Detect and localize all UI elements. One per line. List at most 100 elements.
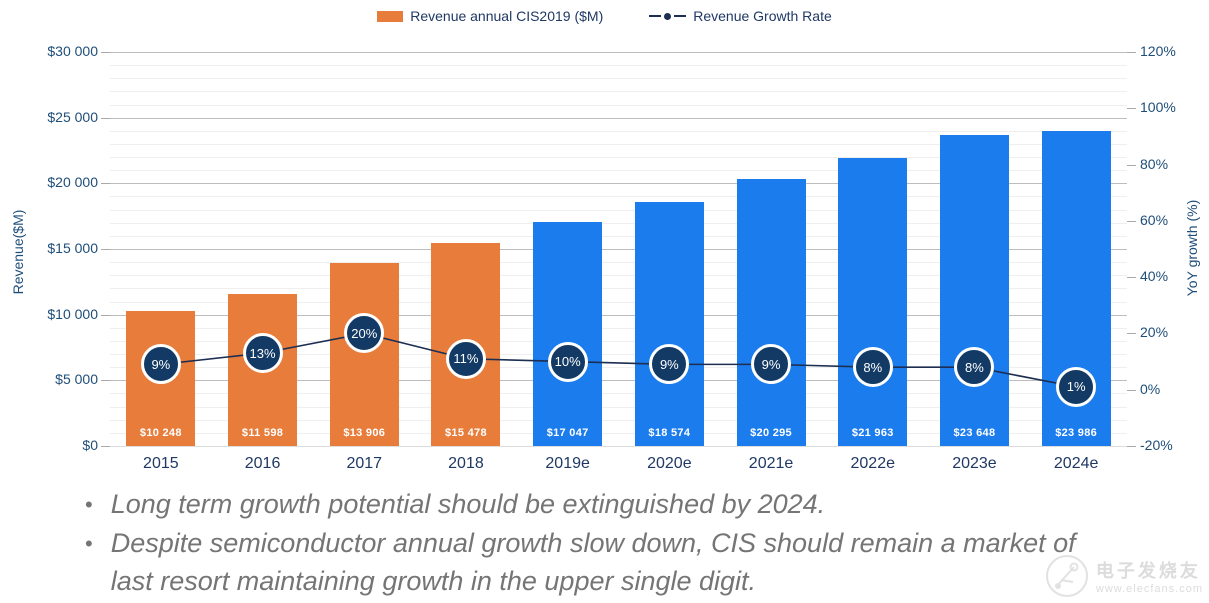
gridline-minor (110, 78, 1127, 80)
growth-marker-2019e: 10% (547, 341, 588, 382)
gridline-minor (110, 288, 1127, 290)
gridline-minor (110, 432, 1127, 434)
note-bullet-1: • Long term growth potential should be e… (85, 486, 1095, 523)
legend-label-revenue: Revenue annual CIS2019 ($M) (410, 8, 604, 24)
gridline-minor (110, 143, 1127, 145)
bar-2021e: $20 295 (736, 179, 806, 446)
line-series-marker-icon (649, 12, 687, 20)
bar-value-label: $10 248 (139, 426, 182, 439)
x-axis-label-2016: 2016 (244, 455, 281, 472)
gridline-minor (110, 65, 1127, 67)
bar-value-label: $13 906 (343, 426, 386, 439)
growth-marker-2017: 20% (344, 313, 385, 354)
growth-marker-2021e: 9% (751, 344, 792, 385)
bar-value-label: $17 047 (546, 426, 589, 439)
bar-value-label: $18 574 (648, 426, 691, 439)
right-axis-title: YoY growth (%) (1184, 199, 1200, 297)
gridline-minor (110, 209, 1127, 211)
x-axis-label-2020e: 2020e (647, 455, 692, 472)
plot-area: $10 248 $11 598 $13 906 $15 478 $17 047 $18 5… (110, 52, 1127, 447)
growth-marker-2023e: 8% (954, 347, 995, 388)
left-axis-tickmark (101, 380, 110, 382)
x-axis-label-2017: 2017 (346, 455, 383, 472)
gridline-major (110, 52, 1127, 53)
gridline-minor (110, 275, 1127, 277)
left-axis-tickmark (101, 314, 110, 316)
left-axis-tickmark (101, 52, 110, 53)
bar-2020e: $18 574 (634, 202, 704, 446)
left-axis-tick-label: $0 (82, 437, 98, 453)
legend-item-growth: Revenue Growth Rate (649, 8, 832, 24)
x-axis-label-2018: 2018 (448, 455, 484, 472)
gridline-minor (110, 222, 1127, 224)
right-axis-tick-label: 80% (1140, 155, 1169, 172)
watermark: 电子发烧友 www.elecfans.com (1044, 553, 1203, 599)
right-axis-tickmark (1127, 164, 1136, 166)
bar-value-label: $20 295 (750, 426, 792, 439)
legend-item-revenue: Revenue annual CIS2019 ($M) (377, 8, 603, 24)
right-axis-tickmark (1127, 108, 1136, 110)
gridline-minor (110, 301, 1127, 303)
growth-marker-2018: 11% (445, 338, 486, 379)
left-axis-tick-label: $25 000 (47, 108, 98, 125)
bullet-icon: • (85, 492, 93, 517)
left-axis-tickmark (101, 183, 110, 185)
x-axis-label-2019e: 2019e (545, 455, 590, 472)
x-axis-label-2023e: 2023e (952, 455, 997, 472)
right-axis-tickmark (1127, 52, 1136, 53)
right-axis-tickmark (1127, 446, 1136, 447)
gridline-major (110, 314, 1127, 316)
gridline-minor (110, 419, 1127, 421)
left-axis-tick-label: $30 000 (47, 43, 98, 59)
bar-value-label: $11 598 (241, 426, 284, 439)
right-axis-tick-label: -20% (1140, 437, 1173, 453)
gridline-minor (110, 262, 1127, 264)
left-axis-tickmark (101, 249, 110, 250)
bar-value-label: $15 478 (445, 426, 487, 439)
growth-line (160, 332, 1077, 388)
x-axis-label-2024e: 2024e (1053, 455, 1099, 472)
gridline-minor (110, 327, 1127, 329)
bar-2022e: $21 963 (838, 157, 908, 446)
left-axis-tickmark (101, 446, 110, 447)
gridline-minor (110, 367, 1127, 369)
gridline-minor (110, 170, 1127, 172)
growth-marker-2016: 13% (242, 333, 283, 374)
gridline-minor (110, 393, 1127, 395)
growth-marker-2015: 9% (140, 344, 181, 385)
watermark-name: 电子发烧友 (1095, 561, 1201, 581)
growth-marker-2020e: 9% (649, 344, 690, 385)
left-axis-tick-label: $5 000 (55, 371, 98, 388)
right-axis-tick-label: 60% (1140, 211, 1169, 228)
gridline-major (110, 249, 1127, 250)
right-axis-tickmark (1127, 277, 1136, 279)
bar-value-label: $23 986 (1055, 426, 1098, 439)
gridline-minor (110, 235, 1127, 237)
gridline-minor (110, 406, 1127, 408)
gridline-major (110, 380, 1127, 382)
left-axis-tickmark (101, 117, 110, 119)
bar-series-swatch-icon (377, 10, 404, 22)
gridline-minor (110, 91, 1127, 93)
x-axis-label-2022e: 2022e (850, 455, 896, 472)
left-axis-tick-label: $20 000 (47, 174, 98, 191)
gridline-minor (110, 104, 1127, 106)
gridline-minor (110, 196, 1127, 198)
gridline-minor (110, 157, 1127, 159)
right-axis-tick-label: 40% (1140, 268, 1169, 285)
growth-marker-2024e: 1% (1056, 366, 1097, 407)
gridline-major (110, 446, 1127, 447)
bar-2023e: $23 648 (939, 135, 1009, 446)
note-bullet-2: • Despite semiconductor annual growth sl… (85, 525, 1095, 600)
bar-2017: $13 906 (329, 263, 399, 446)
x-axis-label-2015: 2015 (143, 455, 179, 472)
right-axis-tickmark (1127, 333, 1136, 335)
gridline-major (110, 117, 1127, 119)
x-axis-label-2021e: 2021e (748, 455, 794, 472)
bar-2019e: $17 047 (533, 222, 603, 446)
gridline-minor (110, 130, 1127, 132)
legend-label-growth: Revenue Growth Rate (693, 8, 832, 24)
bullet-icon: • (85, 531, 93, 557)
chart-legend: Revenue annual CIS2019 ($M) Revenue Grow… (0, 8, 1209, 24)
